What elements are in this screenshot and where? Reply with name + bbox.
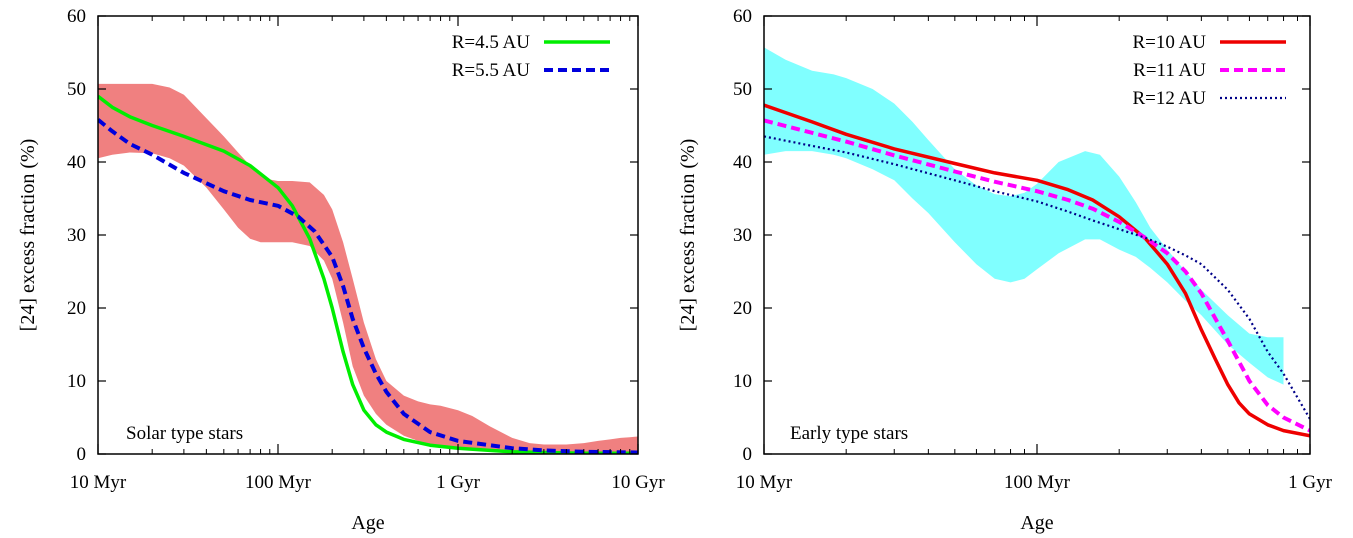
uncertainty-band [98, 83, 638, 453]
legend-label-r-5-5-au: R=5.5 AU [452, 60, 531, 81]
series-line-r-5-5-au [98, 118, 638, 454]
legend-label-r-4-5-au: R=4.5 AU [452, 32, 531, 53]
y-tick-label: 0 [77, 444, 87, 465]
x-tick-label: 10 Gyr [611, 472, 665, 493]
y-axis-title: [24] excess fraction (%) [677, 139, 699, 332]
x-tick-label: 100 Myr [245, 472, 312, 493]
x-tick-label: 1 Gyr [436, 472, 480, 493]
x-tick-label: 100 Myr [1004, 472, 1071, 493]
x-axis-title: Age [1020, 512, 1053, 534]
series-line-r-4-5-au [98, 94, 638, 454]
y-tick-label: 20 [67, 298, 86, 319]
y-tick-label: 40 [733, 152, 752, 173]
series-line-r-12-au [764, 135, 1310, 420]
y-tick-label: 60 [67, 6, 86, 27]
y-tick-label: 10 [733, 371, 752, 392]
y-tick-label: 60 [733, 6, 752, 27]
y-tick-label: 10 [67, 371, 86, 392]
plot-area [98, 83, 638, 454]
y-tick-label: 0 [743, 444, 753, 465]
series-line-r-11-au [764, 118, 1310, 433]
y-tick-label: 20 [733, 298, 752, 319]
legend-label-r-12-au: R=12 AU [1132, 88, 1206, 109]
legend-label-r-11-au: R=11 AU [1133, 60, 1206, 81]
legend-label-r-10-au: R=10 AU [1132, 32, 1206, 53]
x-tick-label: 10 Myr [736, 472, 793, 493]
x-tick-label: 10 Myr [70, 472, 127, 493]
chart-panel-solar-type-stars: 0 10 20 30 40 50 60 10 Myr 100 Myr 1 Gyr 10 Gyr Age… [17, 6, 665, 534]
x-tick-label: 1 Gyr [1288, 472, 1332, 493]
panel-annotation: Solar type stars [126, 423, 243, 444]
y-tick-label: 50 [733, 79, 752, 100]
plot-area [764, 47, 1310, 438]
uncertainty-band [764, 47, 1284, 385]
panel-annotation: Early type stars [790, 423, 908, 444]
y-tick-label: 30 [67, 225, 86, 246]
y-axis-title: [24] excess fraction (%) [17, 139, 39, 332]
chart-panel-early-type-stars: 0 10 20 30 40 50 60 10 Myr 100 Myr 1 Gyr Age [24] e… [677, 6, 1333, 534]
y-tick-label: 50 [67, 79, 86, 100]
x-axis-title: Age [351, 512, 384, 534]
y-tick-label: 40 [67, 152, 86, 173]
y-tick-label: 30 [733, 225, 752, 246]
